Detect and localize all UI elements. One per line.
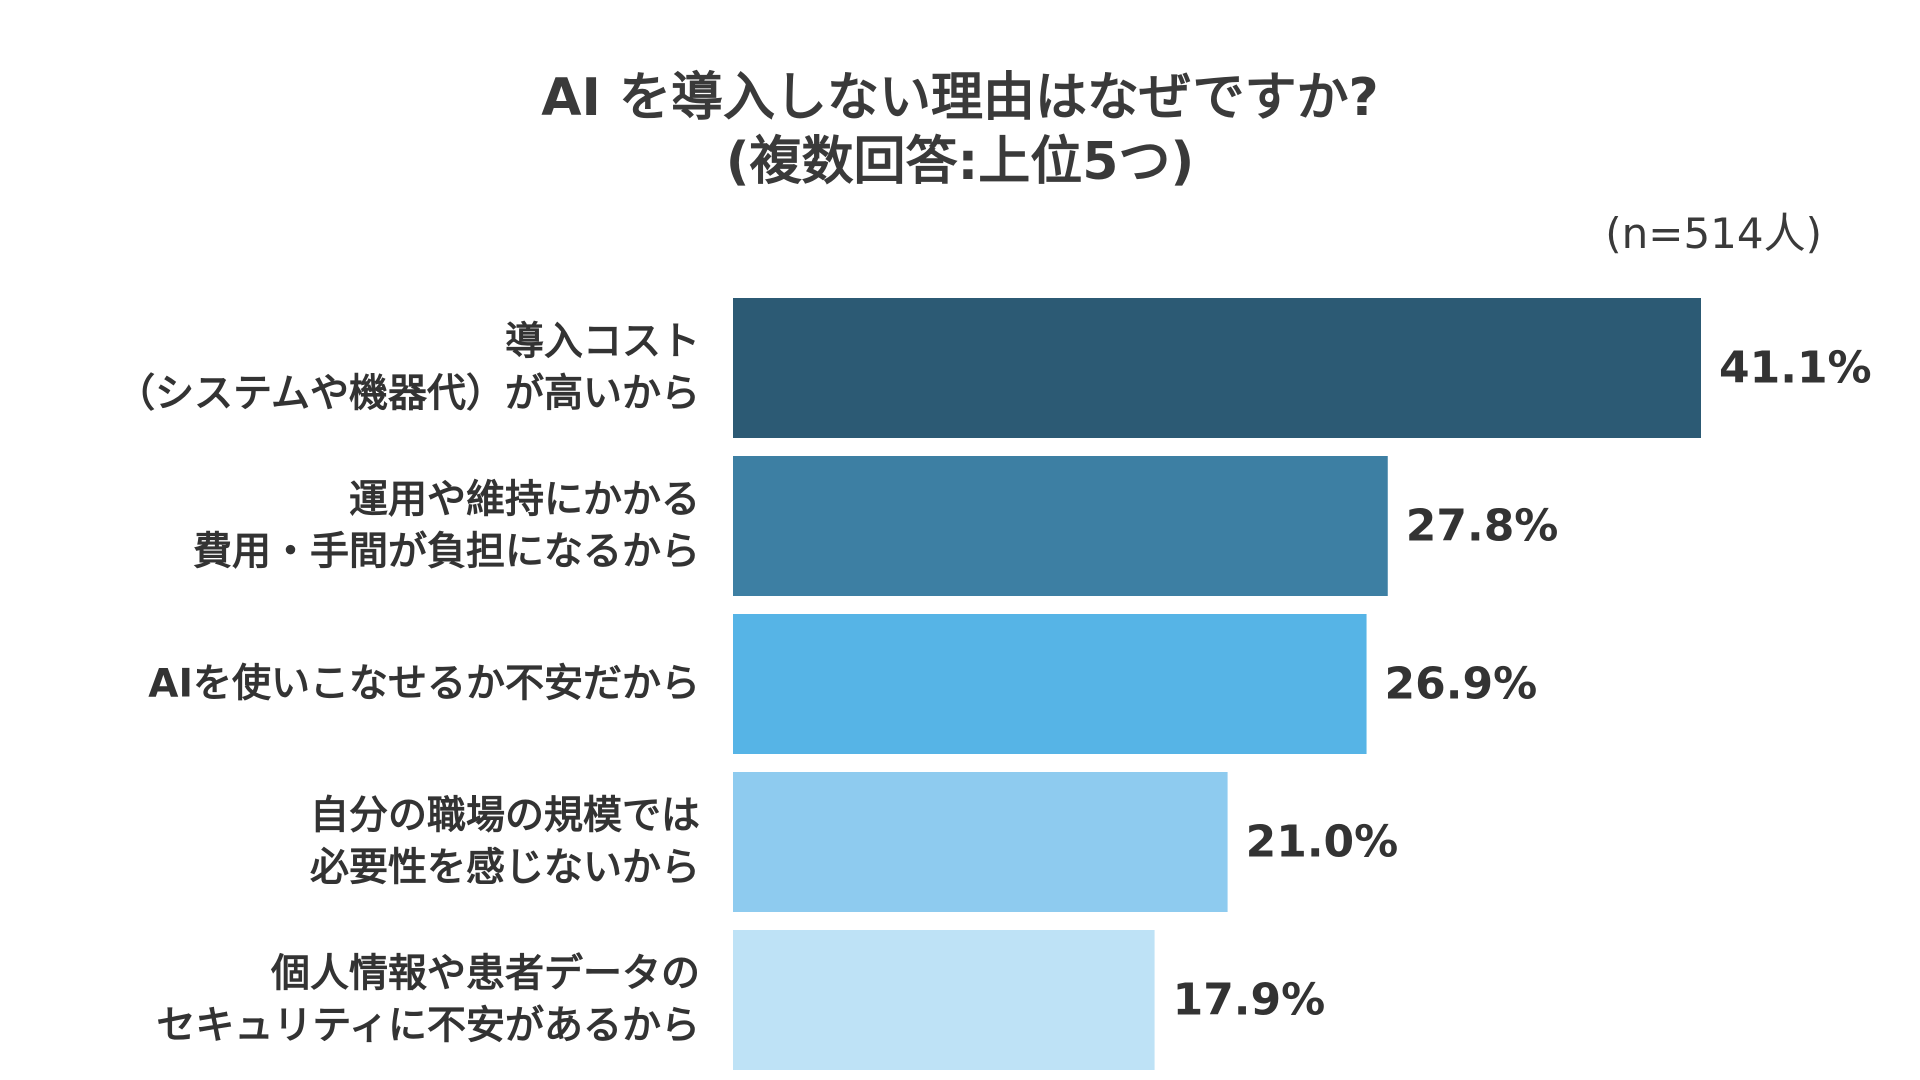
category-label-5-line-2: セキュリティに不安があるから [156, 1004, 700, 1049]
category-label-1-line-1: 導入コスト [505, 320, 700, 365]
category-label-4-line-2: 必要性を感じないから [310, 846, 700, 891]
bar-5 [733, 930, 1155, 1070]
value-label-3: 26.9% [1385, 659, 1538, 710]
bar-3 [733, 614, 1367, 754]
bar-2 [733, 456, 1388, 596]
category-label-3-line-1: AIを使いこなせるか不安だから [148, 662, 700, 707]
category-label-2-line-1: 運用や維持にかかる [349, 478, 700, 523]
bar-1 [733, 298, 1701, 438]
chart-title-line-1: AI を導入しない理由はなぜですか? [541, 68, 1379, 128]
category-label-2-line-2: 費用・手間が負担になるから [193, 530, 700, 575]
value-label-2: 27.8% [1406, 501, 1559, 552]
category-label-5-line-1: 個人情報や患者データの [270, 952, 700, 997]
value-label-1: 41.1% [1719, 343, 1872, 394]
sample-size-note: (n=514人) [1605, 209, 1822, 258]
bar-4 [733, 772, 1228, 912]
category-label-4-line-1: 自分の職場の規模では [310, 794, 700, 839]
value-label-5: 17.9% [1173, 975, 1326, 1026]
category-label-1-line-2: （システムや機器代）が高いから [116, 372, 700, 417]
chart-title: AI を導入しない理由はなぜですか? (複数回答:上位5つ) [0, 66, 1920, 194]
chart-title-line-2: (複数回答:上位5つ) [725, 132, 1195, 192]
value-label-4: 21.0% [1246, 817, 1399, 868]
